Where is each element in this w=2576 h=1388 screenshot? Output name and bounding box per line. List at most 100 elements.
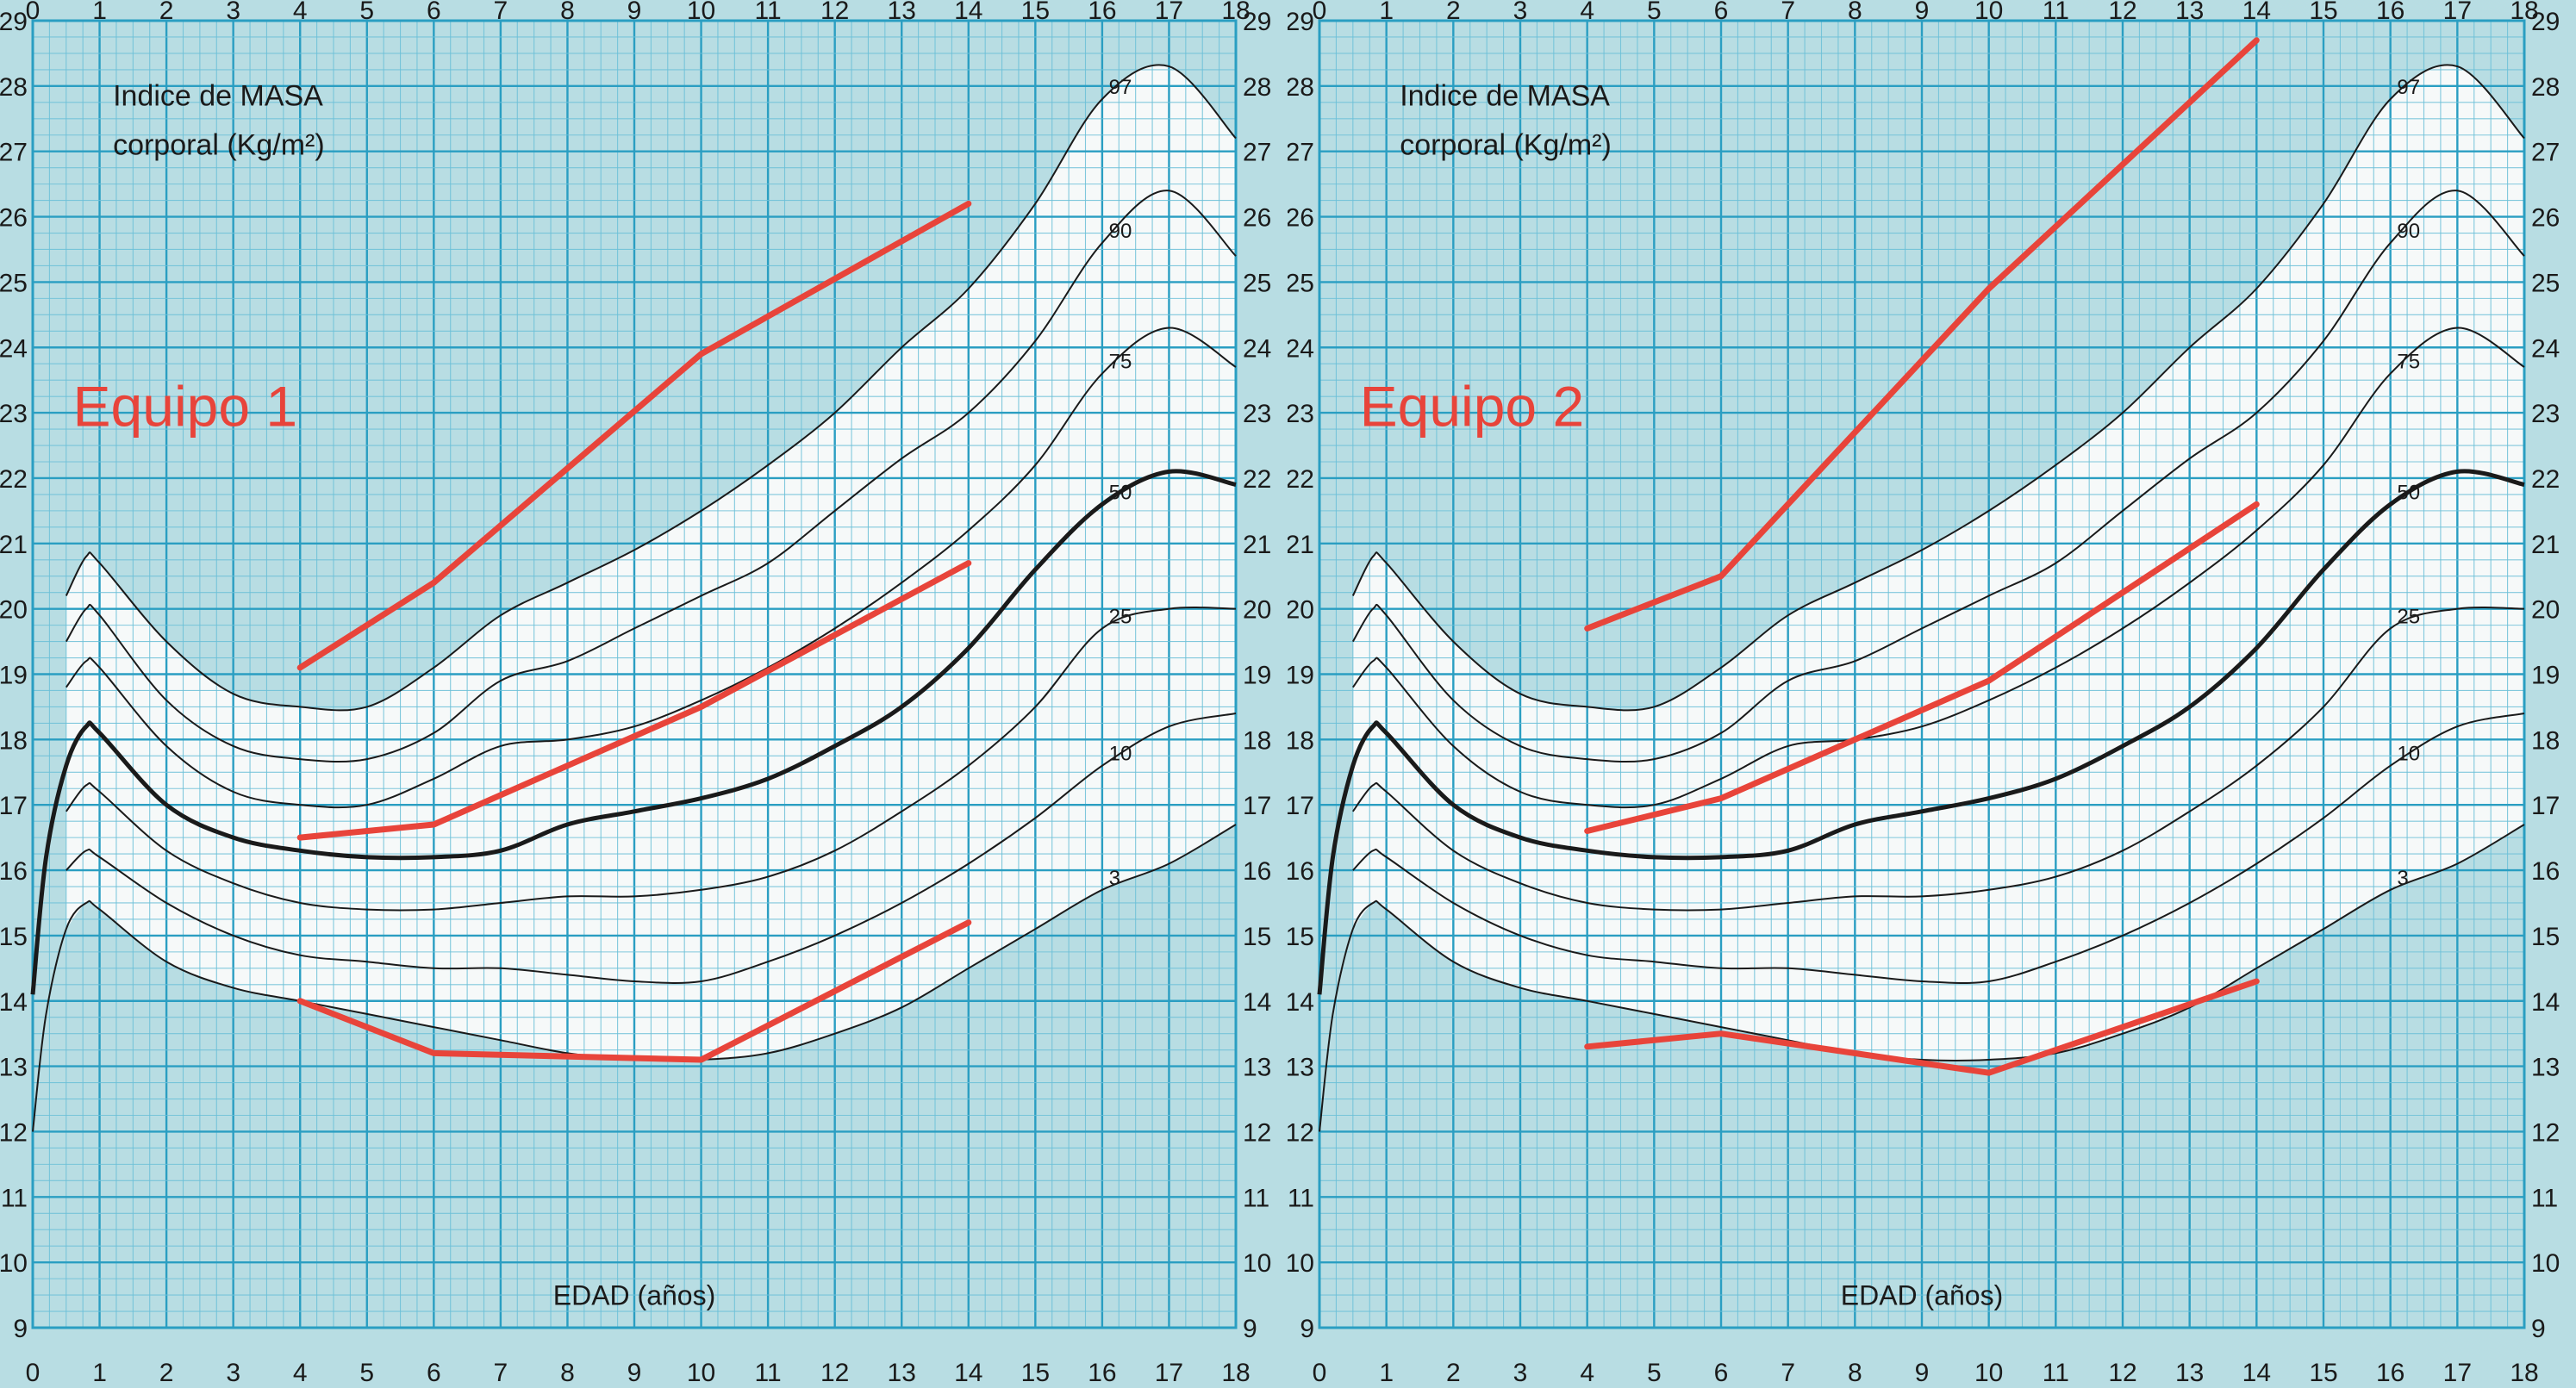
percentile-labels: 97 90 75 50 25 10 3 bbox=[2397, 76, 2420, 890]
y-tick-label-left: 13 bbox=[0, 1054, 28, 1082]
y-tick-label-right: 12 bbox=[2531, 1118, 2560, 1147]
chart-svg: 9790755025103001122334455667788991010111… bbox=[0, 0, 1288, 1388]
y-tick-label-right: 24 bbox=[2531, 334, 2560, 363]
y-tick-label-right: 10 bbox=[2531, 1249, 2560, 1278]
y-tick-label-left: 12 bbox=[0, 1118, 28, 1147]
x-tick-label-top: 10 bbox=[687, 0, 715, 25]
percentile-curve-25 bbox=[65, 606, 1237, 912]
y-tick-label-left: 21 bbox=[1288, 531, 1314, 559]
x-tick-label-top: 4 bbox=[293, 0, 308, 25]
y-tick-label-left: 22 bbox=[0, 465, 28, 494]
x-tick-label-bottom: 17 bbox=[2443, 1359, 2472, 1387]
y-tick-labels: 9 9 10 10 11 11 12 12 13 13 14 14 15 15 16 16 17 17 18 18 19… bbox=[0, 8, 1271, 1343]
x-tick-label-top: 1 bbox=[92, 0, 107, 25]
y-tick-label-right: 20 bbox=[2531, 596, 2560, 625]
y-tick-label-right: 14 bbox=[2531, 988, 2560, 1017]
y-tick-label-right: 23 bbox=[2531, 400, 2560, 428]
y-tick-label-right: 15 bbox=[1243, 923, 1271, 951]
x-tick-label-top: 18 bbox=[1221, 0, 1250, 25]
y-tick-label-left: 26 bbox=[1288, 204, 1314, 233]
chart-subtitle: corporal (Kg/m²) bbox=[113, 128, 325, 161]
y-tick-label-left: 19 bbox=[1288, 662, 1314, 690]
percentile-curve-10 bbox=[1352, 713, 2525, 984]
x-tick-label-bottom: 2 bbox=[1446, 1359, 1461, 1387]
team-series-line-1 bbox=[1584, 37, 2260, 632]
x-tick-label-top: 15 bbox=[2309, 0, 2337, 25]
y-tick-label-right: 28 bbox=[2531, 73, 2560, 102]
x-tick-label-top: 17 bbox=[2443, 0, 2472, 25]
y-tick-label-left: 13 bbox=[1288, 1054, 1314, 1082]
percentile-curve-75 bbox=[65, 327, 1237, 809]
y-tick-label-right: 29 bbox=[2531, 8, 2560, 36]
percentile-label-97: 97 bbox=[2397, 76, 2420, 99]
y-tick-label-right: 27 bbox=[2531, 139, 2560, 167]
y-tick-label-left: 10 bbox=[0, 1249, 28, 1278]
y-tick-label-left: 15 bbox=[0, 923, 28, 951]
plot-frame bbox=[31, 19, 1238, 1329]
y-tick-label-right: 21 bbox=[1243, 531, 1271, 559]
y-tick-label-left: 15 bbox=[1288, 923, 1314, 951]
y-tick-label-right: 27 bbox=[1243, 139, 1271, 167]
y-tick-label-right: 24 bbox=[1243, 334, 1271, 363]
x-tick-labels: 0011223344556677889910101111121213131414… bbox=[26, 0, 1251, 1387]
y-tick-label-left: 23 bbox=[1288, 400, 1314, 428]
team-series-line-3 bbox=[296, 919, 972, 1063]
x-tick-label-bottom: 9 bbox=[1915, 1359, 1930, 1387]
x-tick-label-bottom: 3 bbox=[226, 1359, 240, 1387]
x-tick-label-top: 18 bbox=[2510, 0, 2538, 25]
x-tick-label-top: 9 bbox=[627, 0, 642, 25]
y-tick-label-left: 27 bbox=[0, 139, 28, 167]
y-tick-label-left: 19 bbox=[0, 662, 28, 690]
y-tick-label-right: 26 bbox=[2531, 204, 2560, 233]
chart-title: Indice de MASA bbox=[1400, 80, 1610, 113]
x-tick-label-bottom: 2 bbox=[159, 1359, 174, 1387]
y-tick-label-left: 14 bbox=[0, 988, 28, 1017]
x-tick-label-bottom: 14 bbox=[954, 1359, 982, 1387]
percentile-label-3: 3 bbox=[2397, 867, 2408, 890]
x-tick-label-bottom: 14 bbox=[2242, 1359, 2271, 1387]
x-tick-label-top: 2 bbox=[159, 0, 174, 25]
y-tick-label-left: 16 bbox=[1288, 857, 1314, 886]
percentile-label-50: 50 bbox=[1109, 481, 1132, 504]
y-tick-label-right: 22 bbox=[1243, 465, 1271, 494]
y-tick-label-left: 25 bbox=[1288, 269, 1314, 297]
chart-panel-equipo-1: 97 90 75 50 25 10 3 0 0 1 1 2 2 3 3 4 4 5 5 6 6 7 7 8 8 9 9 10 10 11 1… bbox=[0, 0, 1288, 1388]
x-tick-label-top: 13 bbox=[2175, 0, 2204, 25]
x-tick-label-bottom: 10 bbox=[1974, 1359, 2003, 1387]
y-tick-labels: 9 9 10 10 11 11 12 12 13 13 14 14 15 15 16 16 17 17 18 18 19… bbox=[1288, 8, 2560, 1343]
panel-label: Equipo 2 bbox=[1360, 374, 1585, 438]
x-tick-label-bottom: 16 bbox=[1088, 1359, 1116, 1387]
y-tick-label-left: 25 bbox=[0, 269, 28, 297]
y-tick-label-right: 21 bbox=[2531, 531, 2560, 559]
x-tick-label-bottom: 8 bbox=[560, 1359, 575, 1387]
x-tick-label-top: 9 bbox=[1915, 0, 1930, 25]
y-tick-label-right: 13 bbox=[1243, 1054, 1271, 1082]
y-tick-label-left: 20 bbox=[0, 596, 28, 625]
percentile-label-25: 25 bbox=[1109, 605, 1132, 628]
y-tick-label-right: 17 bbox=[1243, 792, 1271, 820]
x-tick-label-top: 10 bbox=[1974, 0, 2003, 25]
x-tick-label-top: 14 bbox=[954, 0, 982, 25]
percentile-curve-3 bbox=[32, 824, 1237, 1132]
y-tick-label-left: 11 bbox=[1288, 1184, 1314, 1212]
x-tick-label-top: 12 bbox=[820, 0, 849, 25]
y-tick-label-left: 23 bbox=[0, 400, 28, 428]
plot-frame bbox=[1318, 19, 2526, 1329]
x-tick-label-top: 16 bbox=[1088, 0, 1116, 25]
y-tick-label-left: 12 bbox=[1288, 1118, 1314, 1147]
y-tick-label-right: 18 bbox=[1243, 726, 1271, 755]
y-tick-label-right: 20 bbox=[1243, 596, 1271, 625]
y-tick-label-right: 9 bbox=[2531, 1315, 2546, 1343]
x-tick-label-top: 5 bbox=[1647, 0, 1662, 25]
y-tick-label-right: 23 bbox=[1243, 400, 1271, 428]
x-tick-label-top: 13 bbox=[888, 0, 916, 25]
percentile-label-50: 50 bbox=[2397, 481, 2420, 504]
x-tick-label-top: 2 bbox=[1446, 0, 1461, 25]
y-tick-label-right: 11 bbox=[1243, 1184, 1269, 1212]
percentile-label-90: 90 bbox=[1109, 220, 1132, 243]
x-tick-label-bottom: 4 bbox=[293, 1359, 308, 1387]
x-tick-label-bottom: 15 bbox=[2309, 1359, 2337, 1387]
x-tick-label-top: 4 bbox=[1580, 0, 1594, 25]
team-series-line-3 bbox=[1584, 978, 2260, 1076]
x-tick-label-bottom: 0 bbox=[1313, 1359, 1327, 1387]
